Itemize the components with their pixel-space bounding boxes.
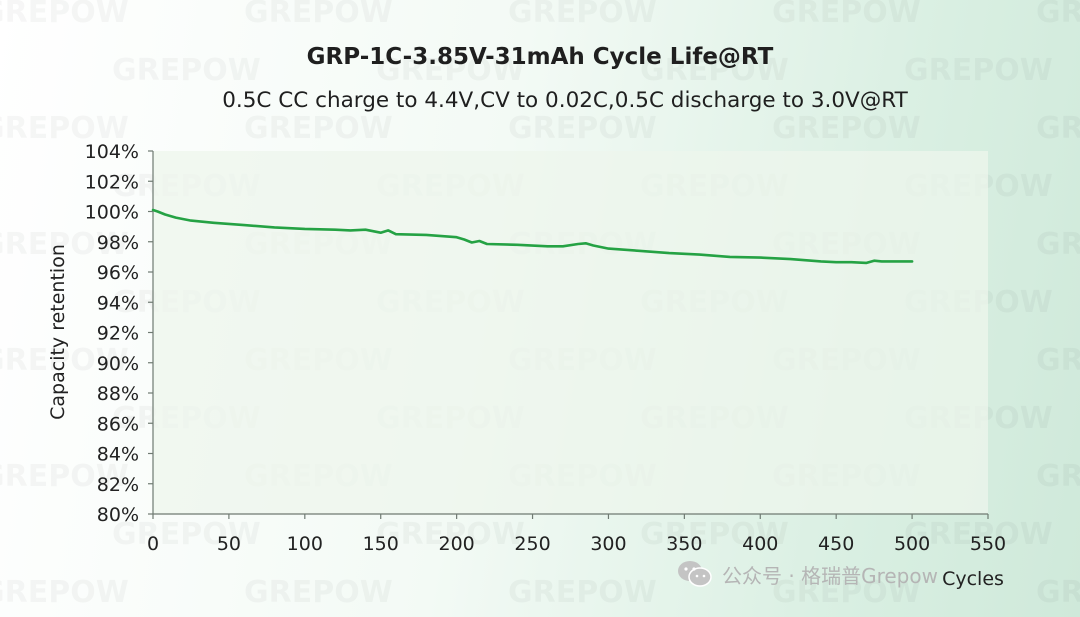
y-tick-label: 88% — [97, 383, 139, 405]
y-tick-label: 98% — [97, 232, 139, 254]
x-tick-label: 550 — [970, 533, 1006, 555]
background-watermark-text: GREPOW — [1036, 227, 1080, 262]
y-tick-label: 102% — [85, 171, 139, 193]
chart-subtitle: 0.5C CC charge to 4.4V,CV to 0.02C,0.5C … — [222, 88, 908, 113]
y-tick-label: 80% — [97, 504, 139, 526]
x-tick-label: 500 — [894, 533, 930, 555]
y-tick-label: 96% — [97, 262, 139, 284]
background-watermark-text: GREPOW — [1036, 459, 1080, 494]
x-tick-label: 350 — [666, 533, 702, 555]
background-watermark-text: GREPOW — [0, 575, 129, 610]
background-watermark-text: GREPOW — [1036, 111, 1080, 146]
y-tick-label: 84% — [97, 444, 139, 466]
x-tick-label: 450 — [818, 533, 854, 555]
x-tick-label: 0 — [147, 533, 159, 555]
x-tick-label: 150 — [363, 533, 399, 555]
wechat-icon — [678, 561, 712, 587]
y-tick-label: 100% — [85, 202, 139, 224]
plot-area — [153, 151, 988, 514]
y-tick-label: 82% — [97, 474, 139, 496]
y-axis-label: Capacity retention — [47, 244, 69, 420]
watermark-text: 公众号 · 格瑞普Grepow — [722, 563, 938, 588]
x-tick-label: 400 — [742, 533, 778, 555]
background-watermark-text: GREPOW — [244, 575, 393, 610]
x-tick-label: 100 — [287, 533, 323, 555]
x-tick-label: 300 — [590, 533, 626, 555]
series-layer — [151, 208, 914, 265]
background-watermark-text: GREPOW — [1036, 343, 1080, 378]
capacity-retention-line — [151, 208, 914, 265]
y-tick-label: 86% — [97, 413, 139, 435]
background-watermark-text: GREPOW — [1036, 0, 1080, 30]
background-watermark-text: GREPOW — [244, 0, 393, 30]
y-tick-label: 90% — [97, 353, 139, 375]
x-axis-label: Cycles — [942, 568, 1004, 590]
background-watermark-text: GREPOW — [508, 575, 657, 610]
x-tick-label: 200 — [439, 533, 475, 555]
background-watermark-text: GREPOW — [0, 0, 129, 30]
background-watermark-text: GREPOW — [508, 0, 657, 30]
chart-title: GRP-1C-3.85V-31mAh Cycle Life@RT — [306, 44, 774, 70]
background-watermark-text: GREPOW — [508, 111, 657, 146]
wechat-watermark: 公众号 · 格瑞普Grepow — [676, 558, 938, 590]
background-watermark-text: GREPOW — [772, 111, 921, 146]
y-tick-label: 104% — [85, 141, 139, 163]
y-tick-label: 92% — [97, 323, 139, 345]
y-tick-label: 94% — [97, 292, 139, 314]
y-axis-ticks: 80% 82% 84% 86% 88% 90% 92% 94% 96% 98% 100% 102% 10… — [85, 141, 153, 526]
x-tick-label: 250 — [514, 533, 550, 555]
x-tick-label: 50 — [217, 533, 241, 555]
background-watermark-text: GREPOW — [772, 0, 921, 30]
background-watermark-text: GREPOW — [244, 111, 393, 146]
x-axis-ticks: 0 50 100 150 200 250 300 350 400 450 500 550 — [147, 514, 1006, 555]
background-watermark-text: GREPOW — [1036, 575, 1080, 610]
